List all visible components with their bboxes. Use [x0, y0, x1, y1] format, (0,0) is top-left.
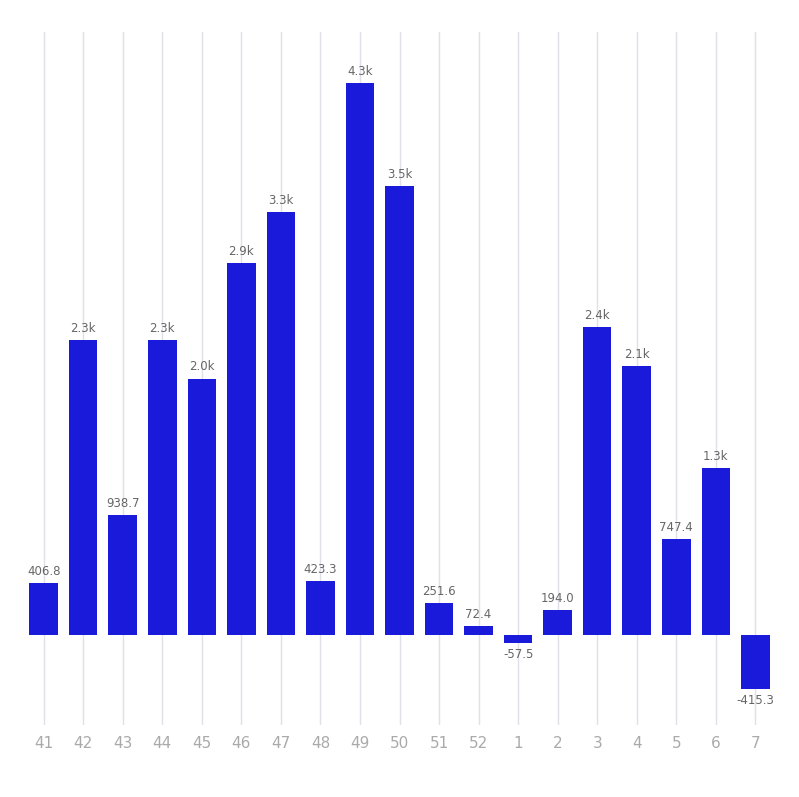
Text: 3.5k: 3.5k	[387, 168, 412, 181]
Bar	[69, 340, 97, 635]
Text: 1.3k: 1.3k	[703, 450, 729, 463]
Bar	[267, 212, 295, 635]
Text: 423.3: 423.3	[304, 563, 337, 576]
Bar	[148, 340, 177, 635]
Text: -57.5: -57.5	[503, 648, 533, 661]
Text: 2.3k: 2.3k	[70, 322, 96, 335]
Bar	[622, 366, 651, 635]
Bar	[188, 379, 216, 635]
Bar	[227, 263, 256, 635]
Bar	[306, 581, 335, 635]
Text: 194.0: 194.0	[541, 592, 574, 606]
Bar	[464, 626, 493, 635]
Bar	[109, 515, 137, 635]
Bar	[662, 540, 690, 635]
Bar	[543, 611, 572, 635]
Bar	[385, 186, 414, 635]
Bar	[583, 328, 611, 635]
Text: 2.3k: 2.3k	[149, 322, 175, 335]
Text: 747.4: 747.4	[659, 521, 694, 534]
Text: 2.4k: 2.4k	[584, 309, 610, 322]
Bar	[425, 603, 453, 635]
Text: 2.9k: 2.9k	[229, 245, 254, 258]
Text: 4.3k: 4.3k	[348, 65, 372, 78]
Text: -415.3: -415.3	[737, 694, 774, 707]
Bar	[741, 635, 769, 689]
Text: 2.0k: 2.0k	[189, 360, 215, 374]
Bar	[30, 583, 58, 635]
Text: 2.1k: 2.1k	[624, 347, 650, 360]
Bar	[346, 83, 374, 635]
Bar	[702, 469, 730, 635]
Text: 72.4: 72.4	[466, 608, 491, 621]
Text: 3.3k: 3.3k	[268, 194, 293, 206]
Text: 406.8: 406.8	[27, 565, 61, 578]
Bar	[504, 635, 532, 642]
Text: 251.6: 251.6	[422, 585, 456, 598]
Text: 938.7: 938.7	[106, 497, 140, 510]
